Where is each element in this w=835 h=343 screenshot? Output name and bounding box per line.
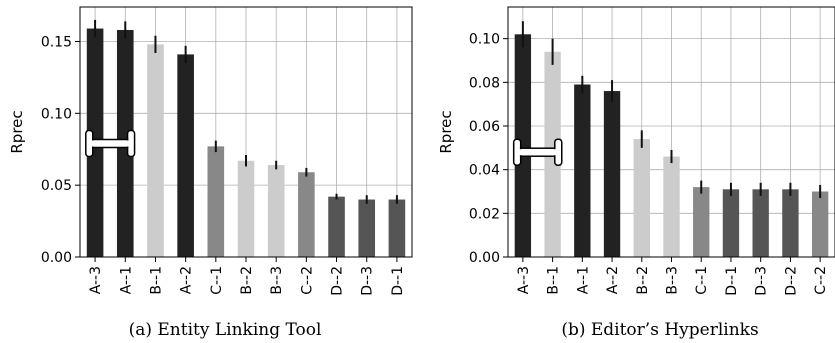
y-tick-label: 0.02 (469, 206, 500, 222)
x-tick-label: D--1 (390, 266, 406, 296)
x-tick-label: B--1 (148, 266, 164, 295)
bar (298, 172, 315, 257)
x-tick-label: C--2 (299, 266, 315, 295)
x-tick-label: A--2 (179, 266, 195, 294)
bar (574, 84, 591, 257)
y-tick-label: 0.10 (41, 106, 72, 122)
y-tick-label: 0.08 (469, 75, 500, 91)
x-tick-label: B--1 (546, 266, 562, 295)
significance-bracket (85, 129, 136, 158)
bar (207, 146, 225, 257)
significance-bracket (512, 138, 563, 166)
y-tick-label: 0.15 (41, 34, 72, 50)
bar (388, 199, 406, 257)
bar (267, 165, 285, 257)
bar (811, 191, 829, 257)
chart-panel-2: 0.00 0.02 0.04 0.06 0.08 0.10 A--3 B--1 A--1 A--2… (437, 6, 835, 340)
bar (752, 189, 769, 257)
x-tick-label: C--2 (813, 266, 829, 295)
x-tick-label: C--1 (694, 266, 710, 295)
y-tick-label: 0.10 (469, 32, 500, 48)
bar (633, 139, 650, 257)
x-tick-label: A--3 (88, 266, 104, 294)
y-tick-label: 0.04 (469, 163, 500, 179)
bar (722, 189, 740, 257)
bar (514, 34, 532, 257)
bar (782, 189, 799, 257)
bar (237, 160, 255, 257)
x-tick-label: D--1 (724, 266, 740, 296)
bar (603, 91, 621, 257)
bar (147, 44, 164, 257)
chart-panel-1: 0.00 0.05 0.10 0.15 A--3 A--1 B--1 A--2 C--1 B--2… (8, 6, 413, 340)
x-tick-label: A--1 (118, 266, 134, 294)
plot-area (85, 19, 406, 257)
x-tick-label: B--2 (239, 266, 255, 295)
x-tick-label: C--1 (209, 266, 225, 295)
x-tick-label: A--2 (605, 266, 621, 294)
bar (663, 156, 680, 257)
y-tick-label: 0.06 (469, 119, 500, 135)
x-tick-label: B--3 (269, 266, 285, 295)
x-tick-label: D--3 (754, 266, 770, 296)
figure-caption: (b) Editor’s Hyperlinks (561, 320, 758, 340)
y-tick-label: 0.00 (41, 250, 72, 266)
figure-caption: (a) Entity Linking Tool (129, 320, 322, 340)
x-tick-label: B--3 (665, 266, 681, 295)
y-axis-label: Rprec (437, 110, 455, 153)
x-tick-label: D--3 (360, 266, 376, 296)
bar (328, 196, 345, 257)
bar (177, 54, 194, 257)
y-axis-label: Rprec (8, 110, 26, 153)
plot-area (512, 21, 829, 257)
x-tick-label: A--3 (516, 266, 532, 294)
x-tick-label: D--2 (783, 266, 799, 296)
x-tick-label: D--2 (330, 266, 346, 296)
y-tick-label: 0.00 (469, 250, 500, 266)
x-tick-label: B--2 (635, 266, 651, 295)
bar (693, 187, 710, 257)
x-tick-label: A--1 (575, 266, 591, 294)
bar (358, 199, 376, 257)
y-tick-label: 0.05 (41, 178, 72, 194)
